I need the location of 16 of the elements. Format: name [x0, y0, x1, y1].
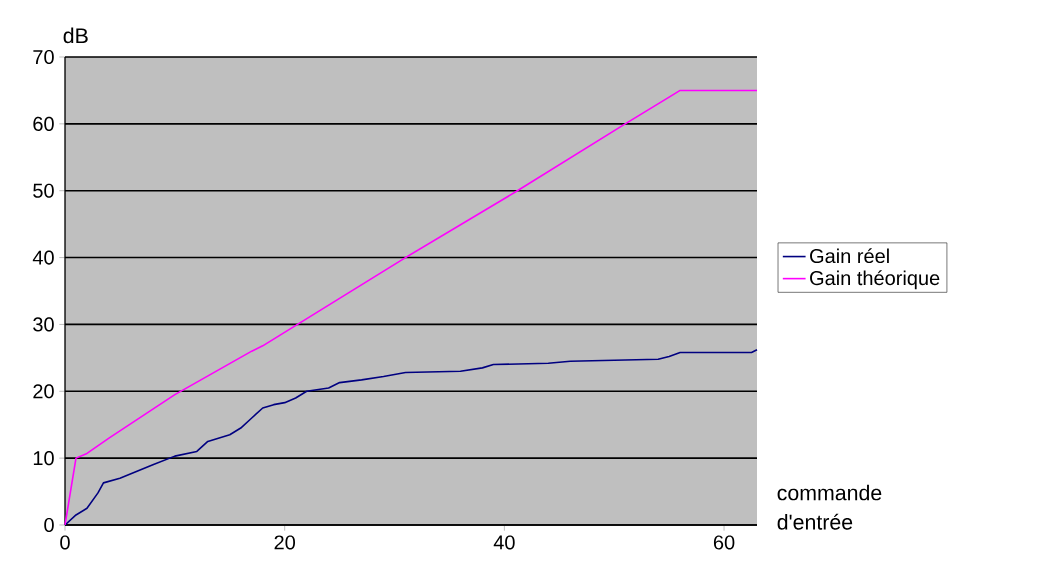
legend-label: Gain réel [810, 248, 889, 264]
y-tick-label: 70 [33, 49, 54, 65]
x-axis-title: commande d'entrée [777, 484, 882, 530]
legend-label: Gain théorique [810, 270, 940, 290]
y-tick-label: 30 [33, 317, 54, 332]
x-tick-label: 60 [713, 535, 735, 550]
y-axis-title: dB [63, 27, 88, 44]
x-tick-label: 40 [493, 535, 515, 550]
y-tick-label: 50 [33, 183, 54, 198]
y-tick-label: 20 [33, 384, 54, 399]
y-tick-label: 10 [33, 451, 54, 466]
y-tick-label: 40 [32, 250, 54, 265]
y-tick-label: 60 [33, 116, 54, 131]
x-tick-label: 20 [274, 535, 296, 550]
x-tick-label: 0 [60, 535, 70, 550]
y-tick-label: 0 [44, 517, 54, 533]
